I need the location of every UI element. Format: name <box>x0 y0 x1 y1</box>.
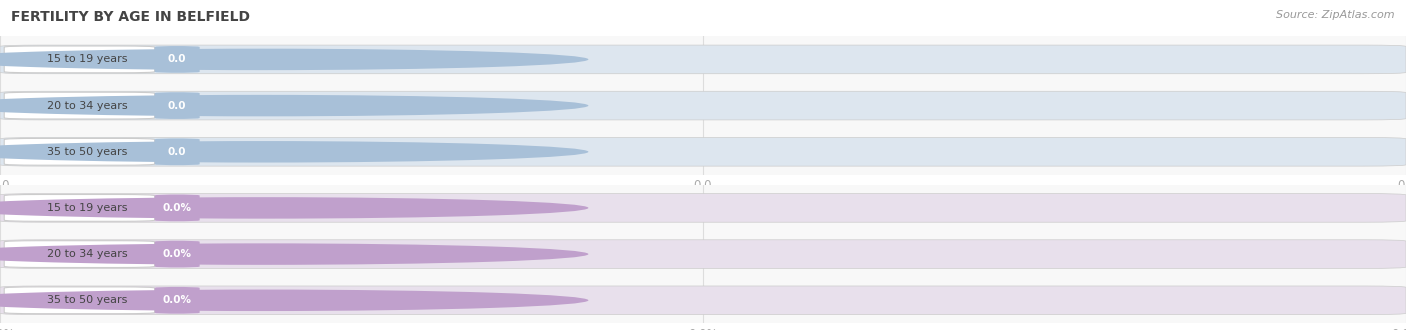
FancyBboxPatch shape <box>4 92 155 119</box>
FancyBboxPatch shape <box>155 138 200 165</box>
Circle shape <box>0 95 589 116</box>
Text: 15 to 19 years: 15 to 19 years <box>46 54 127 64</box>
Text: 0.0: 0.0 <box>167 147 187 157</box>
Circle shape <box>0 141 589 163</box>
FancyBboxPatch shape <box>155 46 200 73</box>
FancyBboxPatch shape <box>155 241 200 268</box>
Text: 0.0%: 0.0% <box>163 203 191 213</box>
Circle shape <box>0 289 589 311</box>
FancyBboxPatch shape <box>155 287 200 314</box>
Text: 0.0%: 0.0% <box>163 249 191 259</box>
Text: 35 to 50 years: 35 to 50 years <box>46 147 127 157</box>
Text: 0.0%: 0.0% <box>163 295 191 305</box>
FancyBboxPatch shape <box>4 46 155 73</box>
Text: 20 to 34 years: 20 to 34 years <box>46 249 128 259</box>
FancyBboxPatch shape <box>0 138 1406 166</box>
FancyBboxPatch shape <box>0 240 1406 268</box>
FancyBboxPatch shape <box>155 194 200 221</box>
FancyBboxPatch shape <box>4 138 155 165</box>
FancyBboxPatch shape <box>4 194 155 221</box>
Text: 20 to 34 years: 20 to 34 years <box>46 101 128 111</box>
Circle shape <box>0 243 589 265</box>
Text: Source: ZipAtlas.com: Source: ZipAtlas.com <box>1277 10 1395 20</box>
Text: 0.0: 0.0 <box>167 101 187 111</box>
Text: 0.0: 0.0 <box>167 54 187 64</box>
FancyBboxPatch shape <box>0 286 1406 314</box>
FancyBboxPatch shape <box>4 287 155 314</box>
FancyBboxPatch shape <box>0 194 1406 222</box>
Text: FERTILITY BY AGE IN BELFIELD: FERTILITY BY AGE IN BELFIELD <box>11 10 250 24</box>
FancyBboxPatch shape <box>155 92 200 119</box>
Text: 15 to 19 years: 15 to 19 years <box>46 203 127 213</box>
Circle shape <box>0 197 589 219</box>
Text: 35 to 50 years: 35 to 50 years <box>46 295 127 305</box>
FancyBboxPatch shape <box>0 91 1406 120</box>
FancyBboxPatch shape <box>4 241 155 268</box>
Circle shape <box>0 49 589 70</box>
FancyBboxPatch shape <box>0 45 1406 74</box>
